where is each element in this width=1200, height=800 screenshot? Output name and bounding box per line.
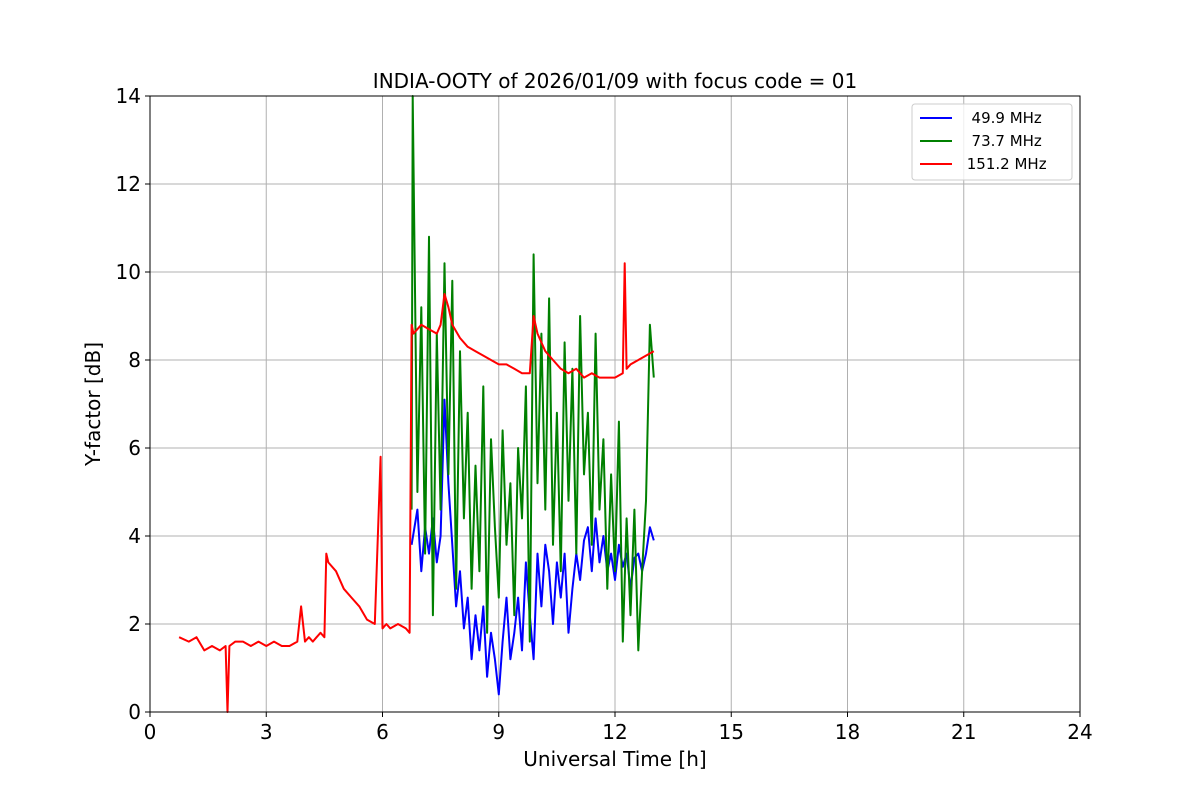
legend-label: 151.2 MHz	[962, 155, 1047, 173]
x-tick-label: 21	[951, 720, 976, 744]
x-tick-label: 3	[260, 720, 273, 744]
legend: 49.9 MHz 73.7 MHz 151.2 MHz	[911, 103, 1073, 181]
x-tick-label: 9	[492, 720, 505, 744]
y-tick-label: 6	[128, 436, 141, 460]
y-tick-label: 8	[128, 348, 141, 372]
x-tick-label: 24	[1067, 720, 1092, 744]
y-tick-label: 10	[116, 260, 141, 284]
x-tick-label: 15	[719, 720, 744, 744]
x-tick-label: 18	[835, 720, 860, 744]
y-tick-label: 2	[128, 612, 141, 636]
y-tick-label: 4	[128, 524, 141, 548]
x-tick-label: 12	[602, 720, 627, 744]
legend-label: 49.9 MHz	[962, 109, 1042, 127]
x-tick-label: 6	[376, 720, 389, 744]
chart-title: INDIA-OOTY of 2026/01/09 with focus code…	[373, 69, 857, 93]
x-axis-ticks: 0 3 6 9 12 15 18 21 24	[144, 712, 1093, 744]
y-axis-ticks: 0 2 4 6 8 10 12 14	[116, 84, 150, 724]
series-line-73-7-mhz	[410, 95, 655, 652]
series-line-151-2-mhz	[178, 262, 655, 713]
y-tick-label: 14	[116, 84, 141, 108]
y-tick-label: 0	[128, 700, 141, 724]
legend-label: 73.7 MHz	[962, 132, 1042, 150]
series-line-49-9-mhz	[410, 398, 655, 696]
legend-frame	[911, 103, 1073, 181]
y-tick-label: 12	[116, 172, 141, 196]
y-axis-label: Y-factor [dB]	[81, 342, 105, 467]
series-layer	[178, 95, 655, 713]
x-tick-label: 0	[144, 720, 157, 744]
x-axis-label: Universal Time [h]	[523, 747, 706, 771]
